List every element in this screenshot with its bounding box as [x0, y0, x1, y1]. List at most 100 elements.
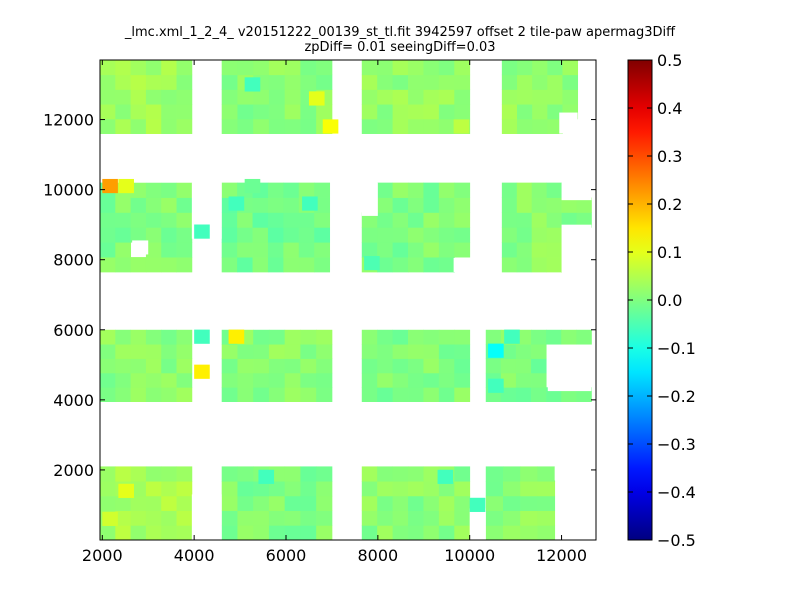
heatmap-cell-outlier: [488, 343, 504, 358]
heatmap-cell: [503, 525, 521, 541]
heatmap-cell: [314, 197, 331, 213]
heatmap-cell: [438, 372, 455, 388]
heatmap-cell: [161, 257, 177, 273]
heatmap-cell: [377, 329, 394, 345]
heatmap-cell: [361, 495, 378, 511]
heatmap-cell: [145, 182, 162, 198]
heatmap-cell: [423, 372, 440, 388]
heatmap-cell: [176, 227, 193, 243]
heatmap-cell: [252, 212, 269, 228]
heatmap-cell: [408, 104, 424, 120]
heatmap-cell: [454, 466, 471, 482]
heatmap-cell: [283, 197, 300, 213]
heatmap-cell: [423, 510, 440, 526]
heatmap-cell: [161, 60, 177, 76]
heatmap-cell: [176, 344, 193, 359]
heatmap-cell: [361, 89, 378, 105]
heatmap-cell: [130, 60, 147, 76]
heatmap-cell: [392, 104, 409, 120]
heatmap-cell: [361, 344, 378, 359]
heatmap-cell: [485, 495, 504, 511]
heatmap-cell: [130, 118, 147, 134]
heatmap-cell: [130, 329, 147, 345]
heatmap-cell: [252, 257, 269, 273]
heatmap-cell: [377, 466, 394, 482]
heatmap-cell: [284, 466, 301, 482]
heatmap-cell: [176, 89, 193, 105]
heatmap-cell: [314, 242, 331, 258]
heatmap-cell: [454, 74, 471, 90]
heatmap-cell: [454, 212, 471, 228]
heatmap-cell: [115, 344, 132, 359]
heatmap-cell: [100, 89, 116, 105]
heatmap-cell: [221, 387, 238, 402]
heatmap-cell: [438, 118, 455, 134]
heatmap-cell: [531, 257, 548, 273]
heatmap-cell: [408, 387, 424, 402]
heatmap-cell: [221, 242, 238, 258]
colorbar-tick-label: 0.1: [657, 243, 682, 262]
heatmap-cell: [221, 525, 238, 541]
heatmap-cell-outlier: [194, 329, 210, 344]
heatmap-cell: [115, 358, 132, 374]
heatmap-cell: [100, 387, 116, 402]
heatmap-cell: [145, 510, 162, 526]
heatmap-cell: [130, 89, 147, 105]
heatmap-cell: [408, 344, 424, 359]
heatmap-cell: [252, 227, 269, 243]
heatmap-cell: [454, 242, 471, 258]
heatmap-cell-outlier: [504, 329, 520, 344]
heatmap-cell: [316, 372, 333, 388]
heatmap-cell: [392, 242, 409, 258]
empty-region: [561, 182, 592, 201]
heatmap-cell: [176, 329, 193, 345]
heatmap-cell: [237, 89, 254, 105]
heatmap-cell: [546, 242, 562, 258]
heatmap-cell: [517, 74, 533, 90]
heatmap-cell: [438, 89, 455, 105]
heatmap-cell: [485, 329, 502, 345]
heatmap-cell: [237, 481, 254, 497]
heatmap-cell: [130, 481, 147, 497]
heatmap-cell: [408, 182, 424, 198]
heatmap-cell: [423, 212, 440, 228]
heatmap-cell-outlier: [453, 119, 470, 134]
heatmap-cell: [408, 227, 424, 243]
heatmap-cell: [520, 481, 538, 497]
heatmap-cell: [537, 466, 556, 482]
heatmap-cell: [161, 182, 177, 198]
heatmap-cell: [438, 481, 455, 497]
colorbar-tick-label: −0.3: [657, 435, 696, 454]
heatmap-cell: [408, 495, 424, 511]
heatmap-cell: [408, 481, 424, 497]
heatmap-cell: [531, 197, 548, 213]
heatmap-cell: [501, 104, 518, 120]
heatmap-cell: [501, 118, 518, 134]
heatmap-cell: [408, 212, 424, 228]
heatmap-cell: [300, 358, 317, 374]
heatmap-cell: [145, 60, 162, 76]
heatmap-cell-outlier: [258, 469, 275, 484]
heatmap-cell: [161, 372, 177, 388]
heatmap-cell: [115, 525, 132, 541]
heatmap-cell: [283, 242, 300, 258]
heatmap-cell: [130, 104, 147, 120]
heatmap-cell: [268, 372, 286, 388]
heatmap-cell: [392, 197, 409, 213]
heatmap-cell: [237, 104, 254, 120]
heatmap-cell: [268, 89, 286, 105]
y-tick-label: 2000: [53, 461, 94, 480]
heatmap-cell: [361, 227, 378, 243]
heatmap-cell: [377, 60, 394, 76]
heatmap-cell: [454, 495, 471, 511]
heatmap-cell: [438, 344, 455, 359]
heatmap-cell: [515, 344, 532, 359]
heatmap-cell: [267, 212, 284, 228]
heatmap-cell: [161, 525, 177, 541]
heatmap-cell: [100, 60, 116, 76]
heatmap-cell: [503, 510, 521, 526]
heatmap-cell: [253, 510, 270, 526]
heatmap-cell: [408, 118, 424, 134]
heatmap-cell: [268, 525, 286, 541]
heatmap-cell: [100, 481, 116, 497]
